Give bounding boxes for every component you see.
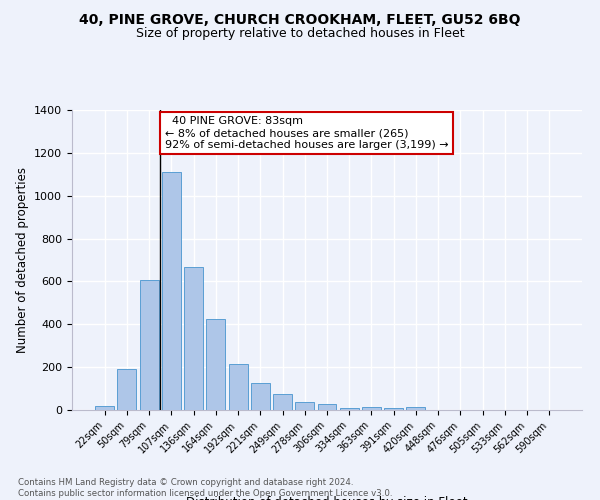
Text: 40 PINE GROVE: 83sqm
← 8% of detached houses are smaller (265)
92% of semi-detac: 40 PINE GROVE: 83sqm ← 8% of detached ho… [164, 116, 448, 150]
Text: Size of property relative to detached houses in Fleet: Size of property relative to detached ho… [136, 28, 464, 40]
Bar [317, 404, 337, 410]
Bar [273, 394, 292, 410]
Bar [118, 368, 136, 410]
Bar [95, 406, 114, 410]
Bar [340, 408, 359, 410]
Bar [384, 408, 403, 410]
Bar [406, 407, 425, 410]
Bar [184, 267, 203, 410]
Y-axis label: Number of detached properties: Number of detached properties [16, 167, 29, 353]
Bar [140, 280, 158, 410]
Bar [229, 364, 248, 410]
Bar [206, 319, 225, 410]
Text: 40, PINE GROVE, CHURCH CROOKHAM, FLEET, GU52 6BQ: 40, PINE GROVE, CHURCH CROOKHAM, FLEET, … [79, 12, 521, 26]
Bar [162, 172, 181, 410]
Text: Contains HM Land Registry data © Crown copyright and database right 2024.
Contai: Contains HM Land Registry data © Crown c… [18, 478, 392, 498]
X-axis label: Distribution of detached houses by size in Fleet: Distribution of detached houses by size … [186, 496, 468, 500]
Bar [362, 407, 381, 410]
Bar [295, 402, 314, 410]
Bar [251, 383, 270, 410]
